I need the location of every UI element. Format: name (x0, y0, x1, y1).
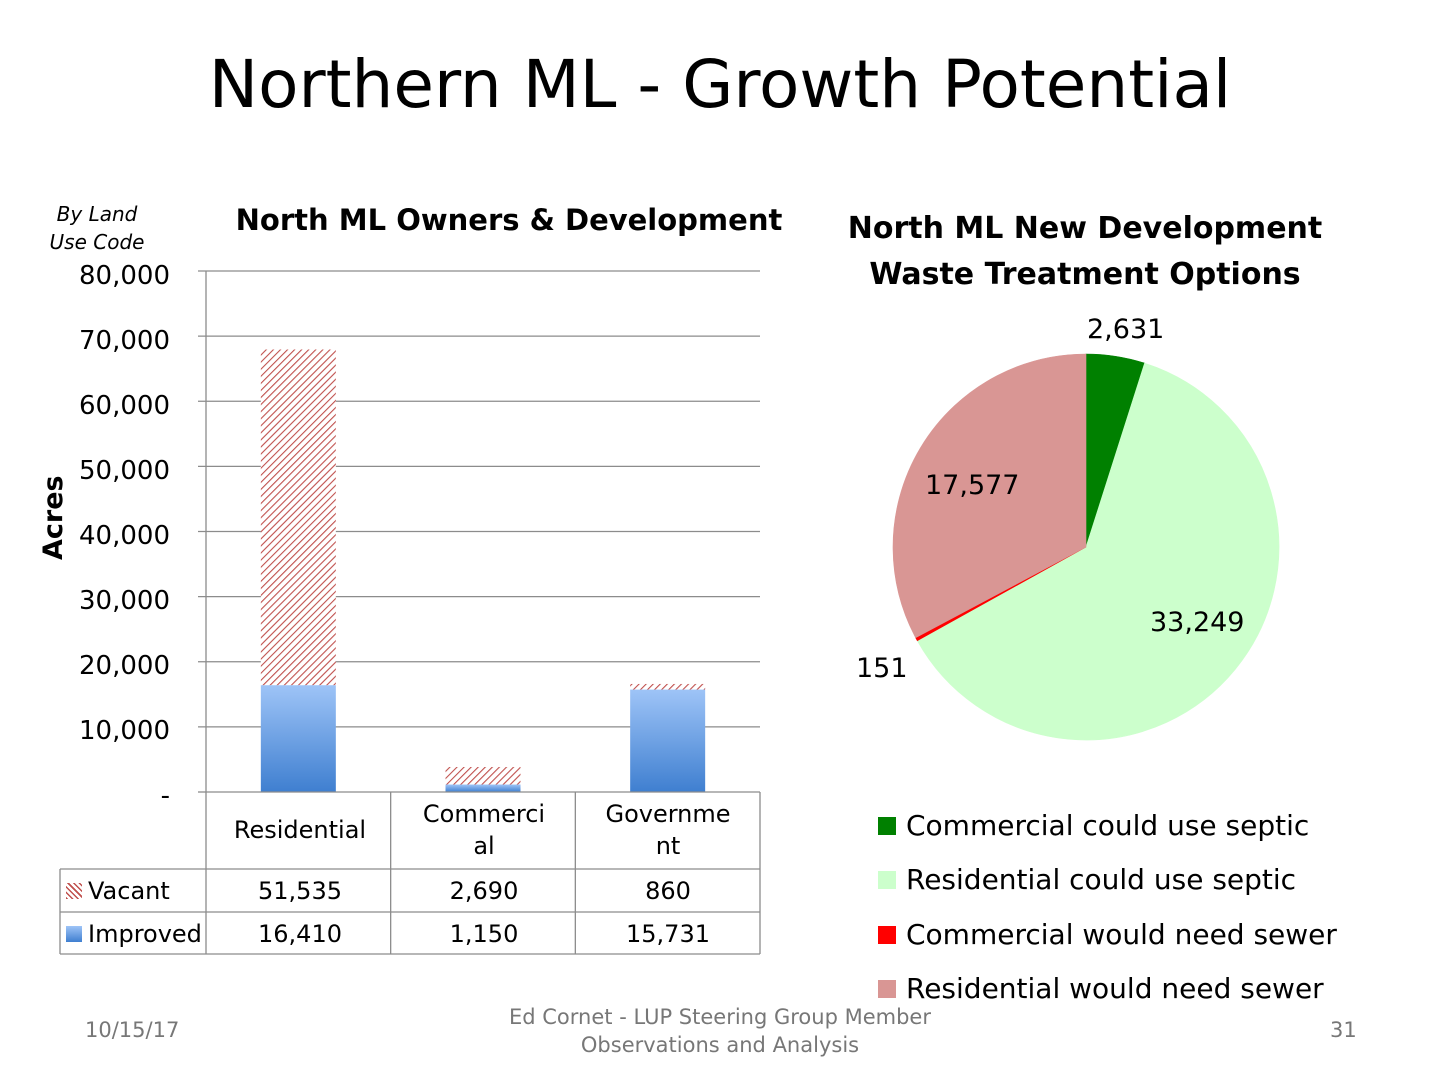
legend-label: Commercial could use septic (906, 809, 1310, 842)
vacant-hatch-swatch (66, 883, 82, 899)
legend-row-improved: Improved (66, 913, 202, 955)
category-label-2: nt (655, 832, 681, 860)
table-cell-improved-commercial: 1,150 (449, 920, 519, 948)
page-number: 31 (1330, 1018, 1357, 1042)
category-header-residential: Residential (208, 792, 392, 868)
y-tick-label: 70,000 (79, 326, 170, 356)
pie-title-line-2: Waste Treatment Options (869, 257, 1301, 292)
pie-label-commercial-sewer: 151 (856, 653, 908, 684)
legend-item-commercial-septic: Commercial could use septic (878, 808, 1309, 844)
footer-date: 10/15/17 (85, 1018, 180, 1042)
legend-label: Residential would need sewer (906, 972, 1324, 1005)
legend-swatch (878, 980, 896, 998)
category-label-2: al (473, 832, 495, 860)
y-tick-label: 60,000 (79, 391, 170, 421)
legend-swatch (878, 871, 896, 889)
y-tick-label: 30,000 (79, 586, 170, 616)
bar-improved (630, 689, 706, 792)
table-cell-improved-residential: 16,410 (258, 920, 342, 948)
y-tick-label: 20,000 (79, 651, 170, 681)
pie-label-residential-septic: 33,249 (1150, 607, 1245, 638)
footer-line-2: Observations and Analysis (580, 1033, 860, 1057)
bar-improved (260, 685, 336, 792)
bar-vacant (445, 766, 521, 785)
bar-vacant (630, 683, 706, 690)
category-header-commercial: Commerci al (392, 792, 576, 868)
legend-item-residential-septic: Residential could use septic (878, 862, 1296, 898)
table-cell-vacant-government: 860 (645, 877, 691, 905)
legend-label: Residential could use septic (906, 863, 1297, 896)
y-tick-label: 80,000 (79, 261, 170, 291)
category-label: Residential (233, 816, 367, 844)
category-header-government: Governme nt (576, 792, 760, 868)
table-cell-vacant-residential: 51,535 (258, 877, 342, 905)
note-line-1: By Land (56, 202, 138, 226)
pie-slice-residential-septic (916, 362, 1280, 741)
pie-slice-residential-sewer (892, 353, 1087, 639)
bar-chart-title: North ML Owners & Development (235, 203, 783, 237)
pie-title-line-1: North ML New Development (847, 211, 1323, 246)
pie-label-commercial-septic: 2,631 (1087, 314, 1165, 345)
note-line-2: Use Code (49, 230, 145, 254)
table-cell-improved-government: 15,731 (626, 920, 710, 948)
footer-center: Ed Cornet - LUP Steering Group Member Ob… (470, 1003, 970, 1059)
category-label: Governme (605, 800, 731, 828)
y-tick-label: 50,000 (79, 456, 170, 486)
y-tick-label: - (160, 781, 170, 811)
legend-item-commercial-sewer: Commercial would need sewer (878, 917, 1337, 953)
legend-row-vacant: Vacant (66, 870, 170, 912)
table-cell-vacant-commercial: 2,690 (449, 877, 519, 905)
series-name-improved: Improved (88, 920, 202, 948)
series-name-vacant: Vacant (88, 877, 170, 905)
pie-chart-title: North ML New Development Waste Treatment… (820, 206, 1350, 298)
legend-swatch (878, 926, 896, 944)
legend-swatch (878, 817, 896, 835)
by-land-use-code-note: By Land Use Code (40, 200, 154, 256)
legend-label: Commercial would need sewer (906, 918, 1337, 951)
bar-improved (445, 784, 521, 792)
improved-swatch (66, 926, 82, 942)
y-tick-label: 10,000 (79, 716, 170, 746)
bar-vacant (260, 349, 336, 686)
footer-line-1: Ed Cornet - LUP Steering Group Member (509, 1005, 931, 1029)
y-tick-label: 40,000 (79, 521, 170, 551)
slide-title: Northern ML - Growth Potential (208, 46, 1232, 123)
category-label: Commerci (422, 800, 546, 828)
pie-label-residential-sewer: 17,577 (925, 470, 1020, 501)
legend-item-residential-sewer: Residential would need sewer (878, 971, 1324, 1007)
